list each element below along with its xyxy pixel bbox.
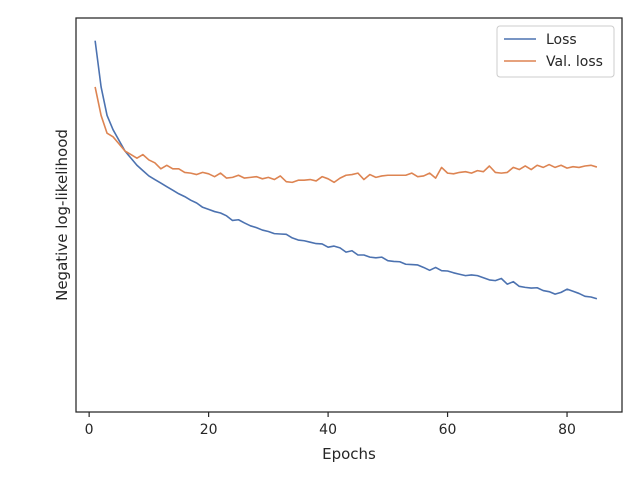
legend-label-val-loss: Val. loss xyxy=(546,54,603,70)
series-line-val-loss xyxy=(94,86,598,184)
x-axis-ticks: 0 20 40 60 80 xyxy=(85,412,576,438)
series-lines xyxy=(94,40,598,300)
plot-frame xyxy=(75,17,623,413)
x-tick-label: 80 xyxy=(558,422,576,438)
x-tick-label: 40 xyxy=(319,422,337,438)
x-axis-label: Epochs xyxy=(322,445,376,463)
x-tick-label: 60 xyxy=(439,422,457,438)
legend-label-loss: Loss xyxy=(546,32,577,48)
legend: Loss Val. loss xyxy=(496,25,615,78)
x-tick-label: 20 xyxy=(200,422,218,438)
y-axis-label: Negative log-likelihood xyxy=(53,129,71,301)
x-tick-label: 0 xyxy=(85,422,94,438)
series-line-loss xyxy=(94,40,598,300)
